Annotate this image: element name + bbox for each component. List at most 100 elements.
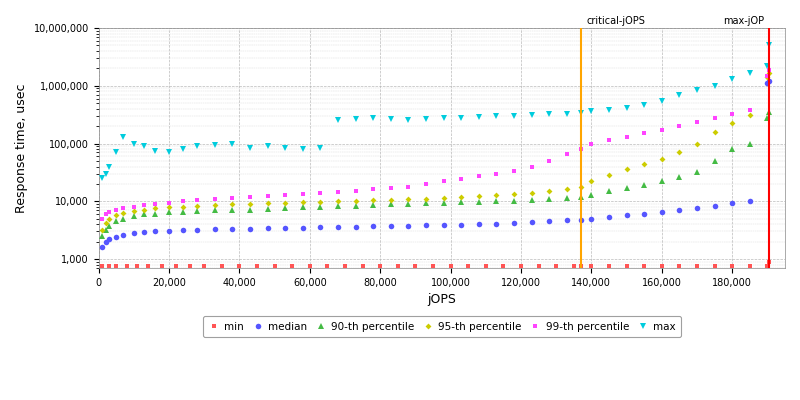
- 90-th percentile: [280, 206, 290, 210]
- 99-th percentile: [104, 210, 114, 214]
- 99-th percentile: [403, 184, 413, 189]
- 90-th percentile: [386, 202, 395, 207]
- max: [118, 134, 128, 139]
- 99-th percentile: [210, 196, 219, 201]
- median: [192, 228, 202, 232]
- 95-th percentile: [368, 198, 378, 203]
- max: [421, 116, 430, 121]
- 99-th percentile: [509, 168, 518, 173]
- min: [322, 264, 332, 269]
- max: [298, 147, 307, 152]
- Text: max-jOP: max-jOP: [722, 16, 764, 26]
- 95-th percentile: [421, 196, 430, 201]
- 95-th percentile: [227, 202, 237, 207]
- median: [262, 226, 272, 231]
- median: [350, 224, 360, 229]
- 95-th percentile: [710, 129, 719, 134]
- median: [474, 222, 483, 227]
- max: [245, 145, 254, 150]
- 99-th percentile: [657, 128, 666, 133]
- min: [410, 264, 420, 269]
- 95-th percentile: [262, 201, 272, 206]
- 95-th percentile: [315, 199, 325, 204]
- 95-th percentile: [350, 198, 360, 203]
- 95-th percentile: [438, 196, 448, 200]
- Line: 99-th percentile: 99-th percentile: [100, 67, 771, 221]
- median: [118, 233, 128, 238]
- 99-th percentile: [227, 195, 237, 200]
- 99-th percentile: [526, 164, 536, 169]
- median: [509, 221, 518, 226]
- median: [298, 225, 307, 230]
- max: [262, 144, 272, 148]
- min: [287, 264, 297, 269]
- 99-th percentile: [315, 190, 325, 195]
- median: [421, 223, 430, 228]
- max: [692, 88, 702, 92]
- median: [692, 206, 702, 210]
- min: [143, 264, 153, 269]
- min: [104, 264, 114, 269]
- 95-th percentile: [745, 113, 754, 118]
- 95-th percentile: [474, 194, 483, 199]
- 90-th percentile: [118, 216, 128, 221]
- max: [139, 144, 149, 148]
- min: [234, 264, 244, 269]
- median: [604, 215, 614, 220]
- median: [657, 209, 666, 214]
- 95-th percentile: [764, 70, 774, 75]
- 90-th percentile: [456, 200, 466, 205]
- 90-th percentile: [227, 208, 237, 212]
- max: [544, 112, 554, 117]
- 99-th percentile: [745, 108, 754, 112]
- 99-th percentile: [101, 212, 110, 216]
- max: [586, 109, 596, 114]
- min: [551, 264, 561, 269]
- max: [526, 113, 536, 118]
- 90-th percentile: [262, 206, 272, 211]
- 90-th percentile: [727, 147, 737, 152]
- min: [111, 264, 121, 269]
- 90-th percentile: [298, 205, 307, 210]
- 99-th percentile: [368, 187, 378, 192]
- 99-th percentile: [333, 190, 342, 194]
- 90-th percentile: [164, 210, 174, 215]
- 90-th percentile: [350, 203, 360, 208]
- Line: 95-th percentile: 95-th percentile: [100, 70, 771, 232]
- min: [199, 264, 209, 269]
- 99-th percentile: [622, 134, 631, 139]
- median: [164, 228, 174, 233]
- median: [576, 217, 586, 222]
- max: [350, 116, 360, 121]
- 90-th percentile: [674, 175, 684, 180]
- 99-th percentile: [118, 206, 128, 211]
- median: [764, 79, 774, 84]
- min: [657, 264, 666, 269]
- max: [104, 164, 114, 169]
- min: [764, 259, 774, 264]
- min: [586, 264, 596, 269]
- 99-th percentile: [129, 204, 138, 209]
- 99-th percentile: [762, 73, 772, 78]
- min: [762, 264, 772, 269]
- 90-th percentile: [421, 201, 430, 206]
- 99-th percentile: [474, 174, 483, 179]
- 99-th percentile: [164, 200, 174, 205]
- 95-th percentile: [604, 173, 614, 178]
- 95-th percentile: [622, 167, 631, 172]
- 95-th percentile: [178, 204, 188, 209]
- 90-th percentile: [604, 189, 614, 194]
- 99-th percentile: [192, 198, 202, 202]
- min: [375, 264, 385, 269]
- 95-th percentile: [562, 186, 571, 191]
- 95-th percentile: [139, 207, 149, 212]
- max: [509, 114, 518, 118]
- max: [178, 147, 188, 152]
- median: [104, 237, 114, 242]
- min: [569, 264, 578, 269]
- 95-th percentile: [657, 156, 666, 161]
- 90-th percentile: [104, 223, 114, 228]
- 95-th percentile: [762, 75, 772, 80]
- median: [280, 226, 290, 230]
- 99-th percentile: [586, 141, 596, 146]
